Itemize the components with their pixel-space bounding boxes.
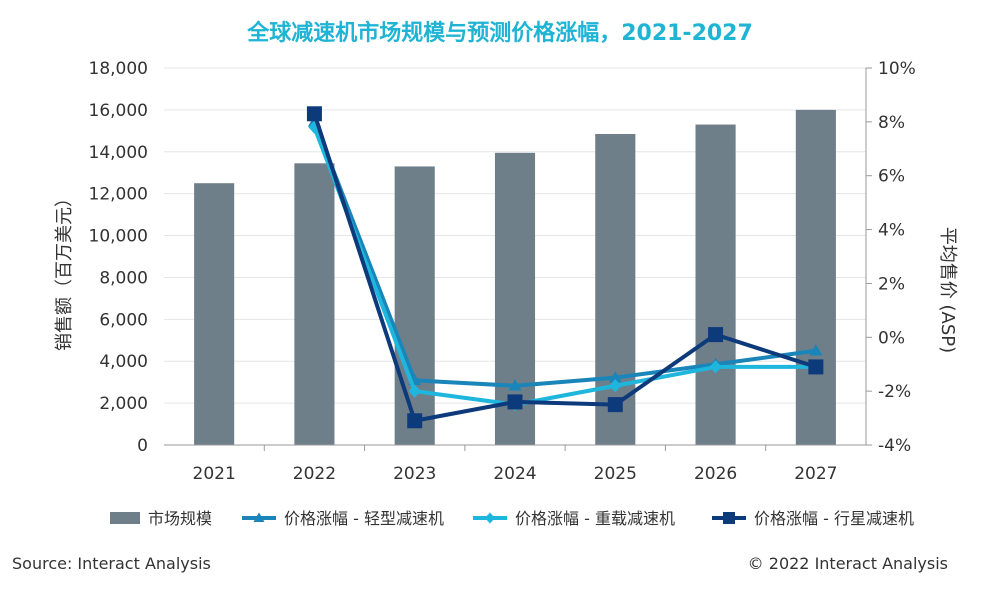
y-axis-title: 销售额（百万美元） <box>54 189 75 351</box>
y-tick-label: 18,000 <box>89 59 148 79</box>
y-tick-label: 8,000 <box>99 268 148 288</box>
series-marker <box>708 327 724 343</box>
y-tick-label: 6,000 <box>99 310 148 330</box>
legend-label: 价格涨幅 - 行星减速机 <box>754 509 914 528</box>
series-marker <box>809 344 823 356</box>
y2-axis-title: 平均售价 (ASP) <box>937 227 958 353</box>
series-marker <box>607 397 623 413</box>
series-marker <box>306 106 322 122</box>
x-tick-label: 2024 <box>493 464 536 484</box>
series-line <box>312 126 816 407</box>
series-marker <box>709 360 722 374</box>
tick-labels: 0 2,000 4,000 6,000 8,000 10,000 12,000 14,000 1… <box>89 59 916 484</box>
series-marker <box>408 384 421 398</box>
y-tick-label: 0 <box>137 436 148 456</box>
y2-tick-label: 6% <box>878 167 905 187</box>
y-tick-label: 4,000 <box>99 352 148 372</box>
bars <box>194 109 836 446</box>
legend-label: 价格涨幅 - 轻型减速机 <box>284 509 444 528</box>
x-tick-label: 2021 <box>193 464 236 484</box>
y2-tick-label: -4% <box>878 436 911 456</box>
y-tick-label: 2,000 <box>99 394 148 414</box>
series-marker <box>608 371 622 383</box>
y2-tick-label: -2% <box>878 382 911 402</box>
series-line <box>312 113 817 423</box>
series-marker <box>507 394 523 410</box>
bar <box>194 183 235 445</box>
source-text: Source: Interact Analysis <box>12 554 211 573</box>
series-marker <box>407 413 423 429</box>
axes <box>164 67 872 451</box>
bar <box>795 109 836 445</box>
y2-tick-label: 2% <box>878 274 905 294</box>
legend-swatch <box>110 512 140 524</box>
y-tick-label: 14,000 <box>89 143 148 163</box>
y2-tick-label: 8% <box>878 113 905 133</box>
y2-tick-label: 4% <box>878 221 905 241</box>
series-marker <box>609 379 622 393</box>
bar <box>695 124 736 446</box>
x-tick-label: 2025 <box>594 464 637 484</box>
x-tick-label: 2023 <box>393 464 436 484</box>
bar <box>294 163 335 445</box>
y2-tick-label: 0% <box>878 328 905 348</box>
y2-tick-label: 10% <box>878 59 916 79</box>
series-marker <box>723 512 735 524</box>
y-tick-label: 12,000 <box>89 185 148 205</box>
x-tick-label: 2027 <box>794 464 837 484</box>
series-marker <box>508 379 522 391</box>
copyright-text: © 2022 Interact Analysis <box>748 554 948 573</box>
x-tick-label: 2026 <box>694 464 737 484</box>
y-tick-label: 10,000 <box>89 227 148 247</box>
series-line <box>312 121 817 388</box>
series-marker <box>485 512 495 524</box>
legend-label: 价格涨幅 - 重载减速机 <box>515 509 675 528</box>
series-marker <box>308 120 321 134</box>
y-tick-label: 16,000 <box>89 101 148 121</box>
x-tick-label: 2022 <box>293 464 336 484</box>
bar <box>394 166 435 445</box>
series-marker <box>253 512 265 522</box>
legend-label: 市场规模 <box>148 509 212 528</box>
chart-title: 全球减速机市场规模与预测价格涨幅，2021-2027 <box>246 20 753 46</box>
series-lines <box>306 106 824 429</box>
series-marker <box>808 359 824 375</box>
legend: 市场规模 价格涨幅 - 轻型减速机 价格涨幅 - 重载减速机 价格涨幅 - 行星减速机 <box>110 509 914 528</box>
